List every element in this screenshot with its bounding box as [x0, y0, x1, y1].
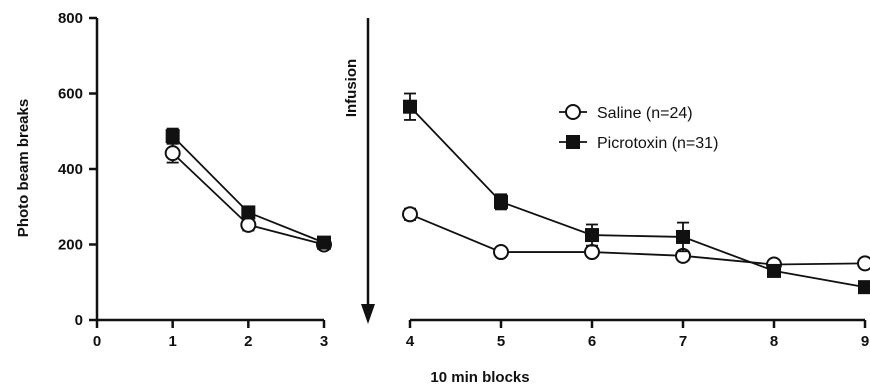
data-point — [402, 206, 418, 223]
data-point — [240, 216, 257, 233]
legend-label: Saline (n=24) — [597, 105, 693, 122]
data-point — [241, 205, 256, 220]
infusion-arrow-head — [361, 304, 375, 324]
x-tick-label: 6 — [588, 333, 596, 350]
legend-item: Saline (n=24) — [559, 104, 693, 122]
x-tick-label: 9 — [861, 333, 869, 350]
x-tick-label: 7 — [679, 333, 687, 350]
x-tick-label: 5 — [497, 333, 505, 350]
axes: 0 200 400 600 800 0 1 2 3 4 5 6 7 8 9 — [58, 10, 869, 350]
y-axis-title: Photo beam breaks — [15, 99, 32, 237]
legend-label: Picrotoxin (n=31) — [597, 135, 718, 152]
legend-item: Picrotoxin (n=31) — [559, 135, 718, 152]
x-tick-label: 1 — [168, 333, 176, 350]
y-tick-label: 200 — [58, 237, 83, 254]
data-point — [584, 244, 600, 261]
series-line — [409, 213, 866, 266]
data-point — [317, 235, 331, 250]
x-axis-title: 10 min blocks — [430, 369, 529, 386]
legend: Saline (n=24) Picrotoxin (n=31) — [559, 104, 718, 152]
data-point — [165, 129, 180, 144]
x-tick-label: 8 — [770, 333, 778, 350]
data-point — [676, 229, 690, 244]
data-point — [858, 280, 870, 295]
y-tick-label: 800 — [58, 10, 83, 27]
y-tick-label: 400 — [58, 161, 83, 178]
y-tick-label: 0 — [75, 312, 83, 329]
x-tick-label: 3 — [320, 333, 328, 350]
x-tick-label: 0 — [93, 333, 101, 350]
data-point — [403, 99, 417, 114]
infusion-annotation: Infusion — [343, 59, 360, 117]
series-line — [409, 106, 866, 289]
x-tick-label: 2 — [244, 333, 252, 350]
data-point — [494, 194, 508, 209]
series-picrotoxin — [165, 92, 870, 295]
legend-marker — [565, 104, 581, 120]
series-layer — [164, 92, 870, 295]
data-point — [493, 244, 509, 261]
data-point — [164, 145, 181, 162]
data-point — [767, 263, 781, 278]
y-tick-label: 600 — [58, 86, 83, 103]
legend-marker — [566, 135, 580, 149]
data-point — [857, 255, 870, 272]
data-point — [585, 228, 599, 243]
x-tick-label: 4 — [406, 333, 415, 350]
